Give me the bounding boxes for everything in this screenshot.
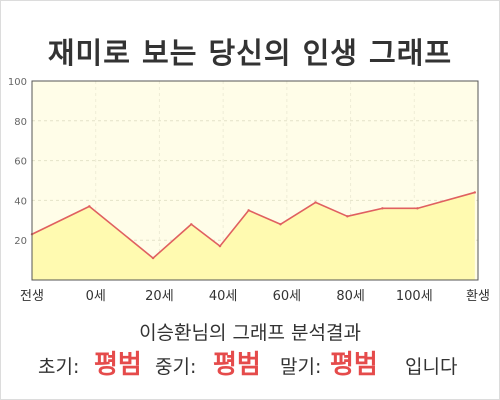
x-tick-label: 20세 bbox=[145, 289, 174, 304]
data-point bbox=[151, 256, 155, 260]
data-point bbox=[190, 223, 193, 226]
x-tick-label: 환생 bbox=[466, 289, 490, 304]
life-graph-chart: 20 40 60 80 100 전생 0세 20세 40세 60세 80세 100세 환생 bbox=[8, 77, 490, 304]
data-point bbox=[416, 207, 419, 210]
early-label: 초기: bbox=[38, 356, 80, 378]
page-title: 재미로 보는 당신의 인생 그래프 bbox=[47, 36, 453, 70]
x-tick-label: 80세 bbox=[336, 289, 365, 304]
x-tick-label: 40세 bbox=[209, 289, 238, 304]
mid-label: 중기: bbox=[155, 356, 197, 378]
mid-value: 평범 bbox=[213, 350, 261, 380]
y-tick-label: 40 bbox=[14, 196, 27, 207]
late-label: 말기: bbox=[280, 356, 322, 378]
data-point bbox=[88, 205, 91, 208]
verdict-suffix: 입니다 bbox=[405, 356, 458, 378]
series-line bbox=[31, 191, 476, 259]
late-value: 평범 bbox=[330, 350, 378, 380]
plot-border bbox=[31, 80, 479, 281]
area-fill bbox=[32, 192, 475, 280]
x-tick-label: 60세 bbox=[273, 289, 302, 304]
y-tick-label: 20 bbox=[14, 236, 27, 247]
data-point bbox=[279, 223, 282, 226]
early-value: 평범 bbox=[94, 350, 142, 380]
analysis-summary: 이승환님의 그래프 분석결과 bbox=[139, 322, 361, 344]
x-tick-label: 0세 bbox=[86, 289, 106, 304]
y-tick-label: 100 bbox=[8, 77, 27, 88]
y-tick-label: 60 bbox=[14, 157, 27, 168]
data-point bbox=[247, 209, 250, 212]
data-point bbox=[473, 191, 477, 194]
x-tick-label: 전생 bbox=[20, 289, 44, 304]
data-point bbox=[314, 201, 317, 204]
y-tick-label: 80 bbox=[14, 117, 27, 128]
data-point bbox=[346, 215, 349, 218]
verdict-row: 초기: 평범 중기: 평범 말기: 평범 입니다 bbox=[0, 344, 500, 384]
data-point bbox=[381, 207, 384, 210]
data-point bbox=[218, 244, 222, 248]
x-tick-label: 100세 bbox=[396, 289, 433, 304]
